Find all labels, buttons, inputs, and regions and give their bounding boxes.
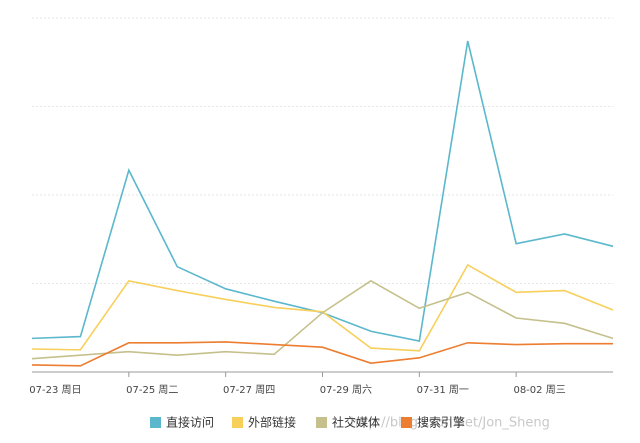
series-line	[31, 341, 613, 367]
series-line	[31, 279, 614, 360]
legend-item: 外部链接	[232, 415, 296, 430]
legend-label: 社交媒体	[332, 415, 380, 430]
legend-swatch	[316, 417, 327, 428]
series-line	[31, 263, 614, 352]
x-tick-label: 08-02 周三	[513, 384, 565, 396]
x-tick-label: 07-23 周日	[29, 384, 81, 396]
x-tick-label: 07-31 周一	[417, 384, 469, 396]
legend-swatch	[401, 417, 412, 428]
legend-label: 直接访问	[166, 415, 214, 430]
legend-item: 直接访问	[150, 415, 214, 430]
x-tick-label: 07-29 周六	[320, 384, 372, 396]
legend-label: 外部链接	[248, 415, 296, 430]
legend-item: 搜索引擎	[401, 415, 465, 430]
watermark: http://blog.csdn.net/Jon_Sheng	[350, 416, 550, 431]
legend-item: 社交媒体	[316, 415, 380, 430]
legend-label: 搜索引擎	[417, 415, 465, 430]
x-tick-label: 07-27 周四	[223, 384, 275, 396]
legend-swatch	[150, 417, 161, 428]
legend-swatch	[232, 417, 243, 428]
x-tick-label: 07-25 周二	[126, 384, 178, 396]
